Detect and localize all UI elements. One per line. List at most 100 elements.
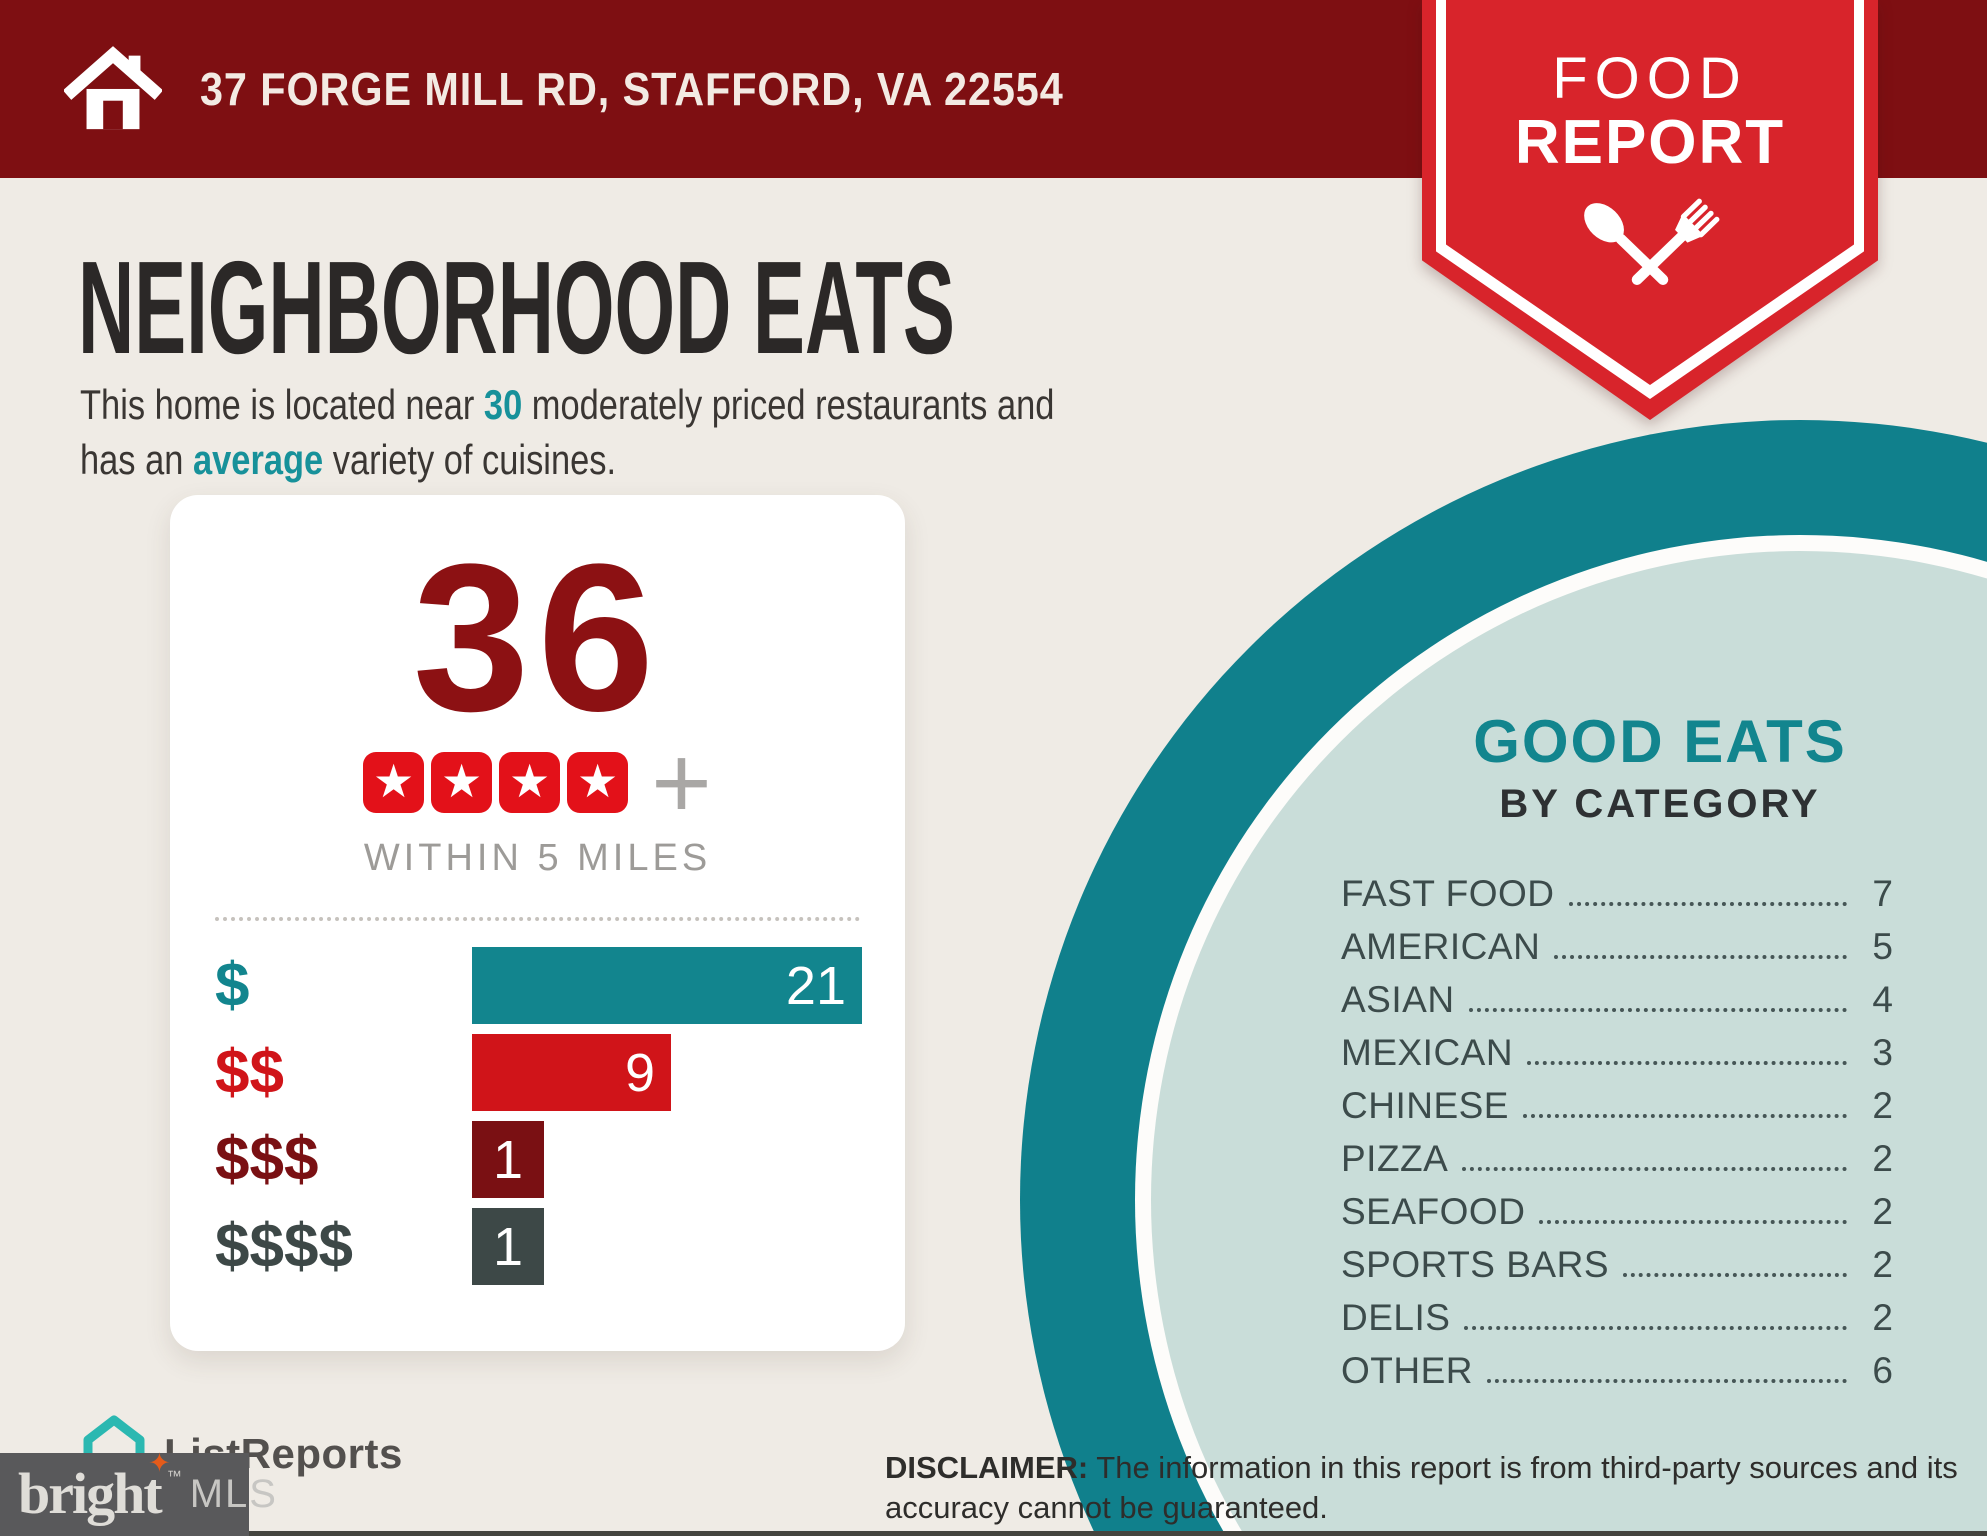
good-eats-header: GOOD EATS BY CATEGORY (1310, 708, 1987, 826)
badge-title-line2: REPORT (1514, 108, 1786, 177)
category-value: 5 (1872, 926, 1893, 967)
property-address: 37 FORGE MILL RD, STAFFORD, VA 22554 (200, 63, 1064, 115)
badge-title-line1: FOOD (1552, 46, 1748, 111)
price-bar-row: $ 21 (170, 947, 905, 1024)
bright-wordmark: bright ✦ (18, 1450, 171, 1523)
stars-row: ★ ★ ★ ★ + (170, 731, 905, 835)
food-report-badge: FOOD REPORT (1422, 0, 1878, 420)
category-value: 4 (1872, 979, 1893, 1020)
bottom-edge-line (0, 1531, 1987, 1536)
dotted-leader (1623, 1273, 1847, 1277)
category-label: FAST FOOD (1341, 873, 1555, 914)
category-value: 2 (1872, 1244, 1893, 1285)
star-glyph: ★ (577, 754, 619, 807)
price-bars: $ 21 $$ 9 $$$ 1 $$$$ 1 (170, 947, 905, 1295)
dotted-leader (1462, 1167, 1847, 1171)
disclaimer-text-line1: The information in this report is from t… (1088, 1450, 1958, 1485)
category-label: SEAFOOD (1341, 1191, 1526, 1232)
category-row: PIZZA 2 (1341, 1127, 1893, 1180)
category-row: MEXICAN 3 (1341, 1021, 1893, 1074)
category-value: 2 (1872, 1191, 1893, 1232)
category-row: SPORTS BARS 2 (1341, 1233, 1893, 1286)
price-bar-value: 1 (492, 1129, 524, 1190)
trademark-symbol: ™ (166, 1468, 182, 1485)
category-row: AMERICAN 5 (1341, 915, 1893, 968)
dotted-leader (1539, 1220, 1847, 1224)
restaurant-summary-card: 36 ★ ★ ★ ★ + WITHIN 5 MILES $ 21 $$ 9 $$… (170, 495, 905, 1351)
good-eats-subtitle: BY CATEGORY (1499, 782, 1821, 826)
dotted-leader (1522, 1114, 1847, 1118)
category-label: ASIAN (1341, 979, 1455, 1020)
star-glyph: ★ (509, 754, 551, 807)
page-subtitle: This home is located near 30 moderately … (80, 378, 1054, 487)
price-bar-row: $$$$ 1 (170, 1208, 905, 1285)
price-bar-row: $$ 9 (170, 1034, 905, 1111)
subtitle-text: has an (80, 435, 193, 483)
badge-content: FOOD REPORT (1422, 0, 1878, 317)
disclaimer-label: DISCLAIMER: (885, 1450, 1089, 1485)
star-icon: ★ (499, 752, 561, 813)
category-label: SPORTS BARS (1341, 1244, 1610, 1285)
subtitle-text: This home is located near (80, 381, 484, 428)
dashed-divider (215, 917, 860, 921)
disclaimer: DISCLAIMER: The information in this repo… (885, 1448, 1958, 1528)
price-bar: 1 (472, 1208, 544, 1285)
subtitle-text: variety of cuisines. (323, 435, 617, 483)
category-value: 2 (1872, 1085, 1893, 1126)
category-row: FAST FOOD 7 (1341, 862, 1893, 915)
price-bar-label: $$$ (215, 1125, 319, 1194)
category-label: AMERICAN (1341, 926, 1541, 967)
category-row: DELIS 2 (1341, 1286, 1893, 1339)
dotted-leader (1568, 902, 1847, 906)
dotted-leader (1468, 1008, 1847, 1012)
star-glyph: ★ (441, 754, 483, 807)
bright-mls-logo: bright ✦ ™ MLS (0, 1450, 276, 1536)
category-row: ASIAN 4 (1341, 968, 1893, 1021)
category-list: FAST FOOD 7 AMERICAN 5 ASIAN 4 MEXICAN 3… (1341, 862, 1893, 1392)
listreports-house-icon (78, 1412, 150, 1483)
category-value: 3 (1872, 1032, 1893, 1073)
good-eats-title: GOOD EATS (1473, 708, 1847, 775)
home-icon (62, 38, 164, 141)
price-bar-value: 21 (785, 955, 846, 1016)
dotted-leader (1554, 955, 1847, 959)
crossed-spoon-fork-icon (1422, 188, 1878, 317)
bright-sparkle-icon: ✦ (148, 1448, 171, 1480)
price-bar-label: $ (215, 951, 250, 1020)
dotted-leader (1464, 1326, 1847, 1330)
category-label: CHINESE (1341, 1085, 1509, 1126)
variety-highlight: average (192, 435, 324, 483)
price-bar: 1 (472, 1121, 544, 1198)
page-title: NEIGHBORHOOD EATS (78, 234, 955, 381)
mls-text: MLS (189, 1472, 278, 1516)
category-value: 2 (1872, 1138, 1893, 1179)
category-label: MEXICAN (1341, 1032, 1514, 1073)
price-bar: 21 (472, 947, 862, 1024)
category-row: SEAFOOD 2 (1341, 1180, 1893, 1233)
price-bar-row: $$$ 1 (170, 1121, 905, 1198)
star-icon: ★ (431, 752, 493, 813)
category-value: 2 (1872, 1297, 1893, 1338)
dotted-leader (1487, 1379, 1847, 1383)
category-value: 7 (1872, 873, 1893, 914)
restaurant-count: 36 (412, 520, 663, 755)
category-label: OTHER (1341, 1350, 1473, 1391)
restaurant-count-highlight: 30 (483, 381, 523, 428)
dotted-leader (1527, 1061, 1847, 1065)
category-label: PIZZA (1341, 1138, 1449, 1179)
category-row: OTHER 6 (1341, 1339, 1893, 1392)
price-bar-value: 9 (624, 1042, 655, 1103)
category-label: DELIS (1341, 1297, 1451, 1338)
category-value: 6 (1872, 1350, 1893, 1391)
price-bar-label: $$ (215, 1038, 284, 1107)
star-icon: ★ (363, 752, 425, 813)
subtitle-text: moderately priced restaurants and (522, 381, 1055, 428)
bright-text: bright (18, 1461, 163, 1527)
radius-label: WITHIN 5 MILES (363, 837, 712, 879)
price-bar-value: 1 (492, 1216, 524, 1277)
price-bar: 9 (472, 1034, 671, 1111)
star-glyph: ★ (373, 754, 415, 807)
disclaimer-text-line2: accuracy cannot be guaranteed. (885, 1490, 1328, 1525)
star-icon: ★ (567, 752, 629, 813)
